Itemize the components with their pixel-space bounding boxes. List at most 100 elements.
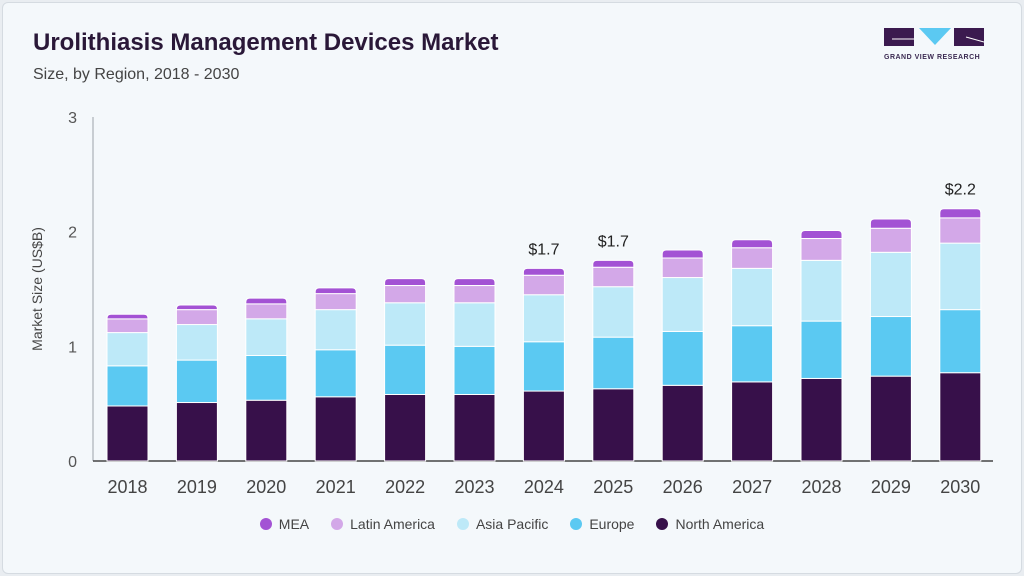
bar-segment-latin-america[interactable] bbox=[869, 227, 912, 253]
bar-segment-mea[interactable] bbox=[592, 259, 635, 268]
bar-segment-latin-america[interactable] bbox=[453, 285, 496, 304]
legend-label: Asia Pacific bbox=[475, 516, 549, 532]
bar-segment-mea[interactable] bbox=[245, 297, 288, 305]
bar-segment-latin-america[interactable] bbox=[314, 293, 357, 311]
bar-segment-europe[interactable] bbox=[592, 336, 635, 390]
bar-segment-europe[interactable] bbox=[731, 325, 774, 383]
bar-segment-asia-pacific[interactable] bbox=[453, 302, 496, 347]
bar-segment-north-america[interactable] bbox=[314, 396, 357, 462]
bar-segment-north-america[interactable] bbox=[245, 399, 288, 462]
bar-segment-asia-pacific[interactable] bbox=[106, 332, 149, 367]
chart-subtitle: Size, by Region, 2018 - 2030 bbox=[33, 66, 240, 83]
legend-label: North America bbox=[675, 516, 765, 532]
legend-label: Europe bbox=[589, 516, 635, 532]
bar-segment-north-america[interactable] bbox=[800, 377, 843, 462]
bar-segment-asia-pacific[interactable] bbox=[800, 259, 843, 322]
legend-swatch-icon bbox=[456, 518, 469, 530]
bar-segment-asia-pacific[interactable] bbox=[314, 309, 357, 351]
bar-segment-europe[interactable] bbox=[384, 344, 427, 395]
x-tick-label: 2027 bbox=[732, 477, 772, 497]
bar-segment-mea[interactable] bbox=[869, 218, 912, 229]
bar-segment-europe[interactable] bbox=[314, 349, 357, 398]
y-tick-label: 0 bbox=[68, 454, 77, 471]
bar-segment-europe[interactable] bbox=[453, 345, 496, 395]
bar-segment-latin-america[interactable] bbox=[175, 309, 218, 326]
bar-segment-mea[interactable] bbox=[106, 313, 149, 320]
bar-segment-europe[interactable] bbox=[800, 320, 843, 379]
bar-segment-asia-pacific[interactable] bbox=[592, 286, 635, 338]
bar-segment-north-america[interactable] bbox=[661, 384, 704, 462]
bar-segment-asia-pacific[interactable] bbox=[661, 277, 704, 332]
bar-segment-mea[interactable] bbox=[314, 287, 357, 295]
bar-segment-asia-pacific[interactable] bbox=[384, 302, 427, 346]
x-tick-label: 2022 bbox=[385, 477, 425, 497]
bar-segment-asia-pacific[interactable] bbox=[731, 267, 774, 327]
x-tick-label: 2023 bbox=[454, 477, 494, 497]
bar-segment-mea[interactable] bbox=[175, 304, 218, 311]
bar-segment-north-america[interactable] bbox=[869, 375, 912, 462]
bar-segment-north-america[interactable] bbox=[939, 372, 982, 462]
x-tick-label: 2025 bbox=[593, 477, 633, 497]
bar-segment-north-america[interactable] bbox=[175, 402, 218, 462]
legend: MEA Latin America Asia Pacific Europe North … bbox=[0, 516, 1024, 532]
bar-segment-mea[interactable] bbox=[731, 239, 774, 249]
legend-swatch-icon bbox=[259, 518, 272, 530]
bar-segment-latin-america[interactable] bbox=[800, 238, 843, 261]
x-tick-label: 2024 bbox=[524, 477, 564, 497]
bar-segment-mea[interactable] bbox=[800, 230, 843, 240]
bar-segment-mea[interactable] bbox=[661, 249, 704, 259]
bar-segment-europe[interactable] bbox=[939, 309, 982, 374]
total-value-label: $1.7 bbox=[528, 241, 559, 258]
legend-swatch-icon bbox=[570, 518, 583, 530]
legend-swatch-icon bbox=[331, 518, 344, 530]
bar-segment-north-america[interactable] bbox=[731, 381, 774, 462]
bar-segment-latin-america[interactable] bbox=[731, 247, 774, 269]
bar-segment-europe[interactable] bbox=[106, 365, 149, 407]
x-tick-label: 2021 bbox=[316, 477, 356, 497]
bar-segment-asia-pacific[interactable] bbox=[245, 318, 288, 357]
bar-segment-europe[interactable] bbox=[869, 316, 912, 377]
bar-segment-mea[interactable] bbox=[453, 278, 496, 287]
y-tick-label: 2 bbox=[68, 225, 77, 242]
bar-segment-asia-pacific[interactable] bbox=[869, 251, 912, 318]
x-tick-label: 2018 bbox=[107, 477, 147, 497]
x-tick-label: 2029 bbox=[871, 477, 911, 497]
legend-item[interactable]: Asia Pacific bbox=[456, 516, 549, 532]
bar-segment-north-america[interactable] bbox=[453, 393, 496, 462]
legend-item[interactable]: Latin America bbox=[331, 516, 435, 532]
bar-segment-latin-america[interactable] bbox=[522, 274, 565, 296]
y-tick-label: 3 bbox=[68, 110, 77, 127]
bar-segment-latin-america[interactable] bbox=[939, 217, 982, 244]
bar-segment-latin-america[interactable] bbox=[106, 318, 149, 334]
bar-segment-europe[interactable] bbox=[661, 330, 704, 386]
legend-item[interactable]: Europe bbox=[570, 516, 634, 532]
bar-segment-latin-america[interactable] bbox=[592, 266, 635, 288]
x-tick-label: 2026 bbox=[663, 477, 703, 497]
bar-segment-europe[interactable] bbox=[245, 355, 288, 401]
bar-segment-europe[interactable] bbox=[175, 359, 218, 404]
bar-segment-latin-america[interactable] bbox=[384, 285, 427, 304]
bar-segment-latin-america[interactable] bbox=[245, 303, 288, 320]
legend-label: Latin America bbox=[350, 516, 435, 532]
legend-item[interactable]: North America bbox=[656, 516, 764, 532]
bar-segment-europe[interactable] bbox=[522, 341, 565, 392]
bar-segment-north-america[interactable] bbox=[384, 393, 427, 462]
legend-item[interactable]: MEA bbox=[259, 516, 309, 532]
bar-segment-north-america[interactable] bbox=[522, 390, 565, 462]
x-tick-label: 2019 bbox=[177, 477, 217, 497]
bar-segment-asia-pacific[interactable] bbox=[175, 324, 218, 361]
x-tick-label: 2020 bbox=[246, 477, 286, 497]
bar-segment-asia-pacific[interactable] bbox=[939, 242, 982, 311]
bar-segment-asia-pacific[interactable] bbox=[522, 294, 565, 343]
bar-segment-north-america[interactable] bbox=[106, 405, 149, 462]
bar-segment-mea[interactable] bbox=[939, 208, 982, 219]
bar-segment-mea[interactable] bbox=[522, 267, 565, 276]
total-value-label: $1.7 bbox=[598, 233, 629, 250]
bar-segment-latin-america[interactable] bbox=[661, 257, 704, 279]
y-tick-label: 1 bbox=[68, 339, 77, 356]
y-axis-title: Market Size (US$B) bbox=[29, 227, 45, 351]
bar-segment-mea[interactable] bbox=[384, 278, 427, 287]
grand-view-research-logo: GRAND VIEW RESEARCH bbox=[884, 28, 985, 61]
bar-segment-north-america[interactable] bbox=[592, 388, 635, 462]
